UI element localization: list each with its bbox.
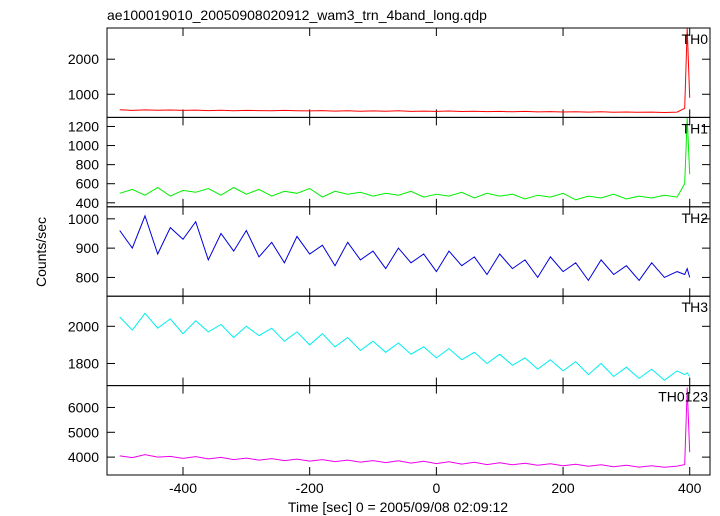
panel-label: TH1 xyxy=(682,120,709,136)
panel-frame xyxy=(106,206,711,297)
panel-label: TH3 xyxy=(682,299,709,315)
data-line xyxy=(119,28,691,114)
y-tick-label: 1200 xyxy=(68,118,99,134)
panel-label: TH2 xyxy=(682,210,709,226)
y-axis-label: Counts/sec xyxy=(33,217,49,287)
y-tick-label: 1000 xyxy=(68,211,99,227)
y-tick-label: 800 xyxy=(76,157,100,173)
y-tick-label: 400 xyxy=(76,195,100,211)
y-tick-label: 1800 xyxy=(68,355,99,371)
x-tick-label: -200 xyxy=(296,480,324,496)
x-tick-label: 200 xyxy=(551,480,575,496)
y-tick-label: 4000 xyxy=(68,449,99,465)
x-tick-label: 400 xyxy=(678,480,702,496)
x-tick-label: -400 xyxy=(169,480,197,496)
y-tick-label: 2000 xyxy=(68,51,99,67)
panel-label: TH0 xyxy=(682,31,709,47)
panel-label: TH0123 xyxy=(658,389,708,405)
x-axis-label: Time [sec] 0 = 2005/09/08 02:09:12 xyxy=(288,499,508,515)
data-line xyxy=(119,117,691,201)
y-tick-label: 6000 xyxy=(68,399,99,415)
chart-title: ae100019010_20050908020912_wam3_trn_4ban… xyxy=(107,7,487,23)
y-tick-label: 1000 xyxy=(68,86,99,102)
data-line xyxy=(119,312,691,381)
y-tick-label: 800 xyxy=(76,269,100,285)
panel-frame xyxy=(106,27,711,118)
data-line xyxy=(119,214,691,282)
y-tick-label: 5000 xyxy=(68,424,99,440)
data-line xyxy=(119,387,691,468)
panel-frame xyxy=(106,385,711,476)
x-tick-label: 0 xyxy=(432,480,440,496)
panel-frame xyxy=(106,116,711,208)
y-tick-label: 1000 xyxy=(68,138,99,154)
y-tick-label: 600 xyxy=(76,176,100,192)
y-tick-label: 2000 xyxy=(68,318,99,334)
y-tick-label: 900 xyxy=(76,240,100,256)
